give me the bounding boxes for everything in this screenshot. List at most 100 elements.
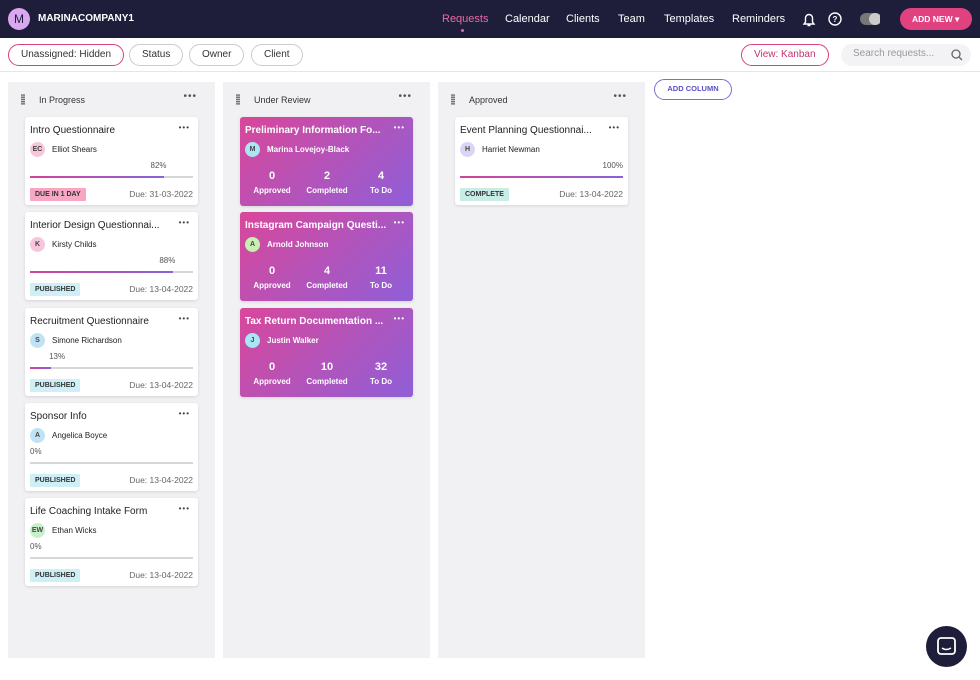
assignee-name: Kirsty Childs	[52, 240, 97, 250]
card-menu[interactable]: •••	[178, 504, 190, 514]
request-card[interactable]: Tax Return Documentation ... ••• J Justin W…	[240, 307, 413, 397]
stat-value: 0	[268, 265, 276, 278]
progress-track	[30, 461, 193, 464]
drag-handle	[451, 94, 455, 105]
progress-label: 13%	[49, 351, 66, 361]
card-title: Recruitment Questionnaire	[30, 315, 149, 327]
progress-label: 82%	[150, 161, 167, 170]
bell-icon[interactable]	[802, 13, 816, 27]
request-card[interactable]: Interior Design Questionnai... ••• K Kirsty…	[25, 212, 198, 301]
card-title: Instagram Campaign Questi...	[245, 220, 387, 232]
request-card[interactable]: Sponsor Info ••• A Angelica Boyce 0% PUBLISHE…	[25, 402, 198, 491]
column: Approved ••• Event Planning Questionnai...…	[438, 82, 645, 658]
assignee-avatar: J	[245, 332, 260, 348]
card-title: Tax Return Documentation ...	[245, 315, 384, 327]
status-badge: PUBLISHED	[30, 473, 81, 487]
card-menu[interactable]: •••	[608, 123, 620, 132]
card-menu[interactable]: •••	[393, 313, 405, 323]
due-date: Due: 13-04-2022	[129, 379, 193, 390]
assignee-avatar: A	[245, 237, 260, 253]
search-box[interactable]: Search requests...	[841, 44, 971, 66]
stat-label: Completed	[306, 186, 348, 195]
request-card[interactable]: Life Coaching Intake Form ••• EW Ethan Wick…	[25, 498, 198, 587]
progress-label: 0%	[30, 446, 42, 456]
request-card[interactable]: Intro Questionnaire ••• EC Elliot Shears 82%…	[25, 117, 198, 205]
assignee-name: Marina Lovejoy-Black	[267, 145, 350, 154]
search-icon	[951, 49, 963, 61]
stat-value: 4	[377, 170, 385, 182]
stat-label: To Do	[369, 376, 393, 386]
progress-fill	[30, 366, 52, 369]
status-badge: PUBLISHED	[30, 283, 81, 297]
brand-name[interactable]: MARINACOMPANY1	[38, 13, 134, 24]
stat-label: Approved	[253, 376, 291, 386]
top-bar: M MARINACOMPANY1 Requests Calendar Clients…	[0, 0, 980, 38]
stat-label: Approved	[253, 281, 291, 291]
drag-handle	[21, 94, 25, 105]
stat-label: Completed	[306, 376, 348, 386]
status-badge: COMPLETE	[460, 188, 509, 201]
assignee-name: Elliot Shears	[52, 145, 97, 154]
card-menu[interactable]: •••	[393, 218, 405, 228]
status-badge: PUBLISHED	[30, 378, 81, 392]
assignee-avatar: K	[30, 237, 45, 253]
column-title: Approved	[469, 95, 508, 105]
icons: ?	[802, 12, 880, 27]
filter-chip[interactable]: Unassigned: Hidden	[8, 44, 125, 66]
card-menu[interactable]: •••	[393, 123, 405, 132]
stat-label: Approved	[253, 186, 291, 195]
card-menu[interactable]: •••	[178, 408, 190, 418]
filter-bar: View: Kanban Search requests... Unassign…	[0, 38, 980, 72]
stat-label: To Do	[369, 281, 393, 291]
assignee-name: Justin Walker	[267, 335, 319, 345]
nav-item[interactable]: Clients	[566, 13, 600, 25]
progress-track	[30, 557, 193, 560]
progress-label: 88%	[159, 256, 176, 266]
request-card[interactable]: Instagram Campaign Questi... ••• A Arnold J…	[240, 212, 413, 302]
nav-item[interactable]: Calendar	[505, 13, 550, 25]
stat-value: 0	[268, 360, 276, 373]
brand-avatar[interactable]: M	[8, 8, 30, 30]
due-date: Due: 31-03-2022	[129, 189, 193, 199]
stat-value: 0	[268, 170, 276, 182]
add-column-button[interactable]: ADD COLUMN	[654, 79, 732, 100]
status-badge: PUBLISHED	[30, 569, 81, 583]
due-date: Due: 13-04-2022	[129, 570, 193, 581]
column-menu[interactable]: •••	[183, 91, 197, 102]
progress-track	[30, 271, 193, 274]
request-card[interactable]: Preliminary Information Fo... ••• M Marina …	[240, 117, 413, 206]
due-date: Due: 13-04-2022	[129, 474, 193, 485]
column-menu[interactable]: •••	[613, 91, 627, 102]
view-toggle[interactable]: View: Kanban	[741, 44, 829, 66]
assignee-name: Harriet Newman	[482, 145, 540, 154]
column-title: Under Review	[254, 95, 311, 105]
chat-launcher[interactable]	[926, 626, 967, 667]
filter-chip[interactable]: Status	[129, 44, 184, 66]
column: Under Review ••• Preliminary Information F…	[223, 82, 430, 658]
column-title: In Progress	[39, 95, 86, 105]
status-badge: DUE IN 1 DAY	[30, 188, 86, 201]
progress-fill	[30, 271, 174, 274]
progress-track	[30, 176, 193, 178]
request-card[interactable]: Recruitment Questionnaire ••• S Simone Rich…	[25, 307, 198, 396]
stat-value: 11	[375, 265, 387, 278]
card-menu[interactable]: •••	[178, 313, 190, 323]
card-title: Life Coaching Intake Form	[30, 506, 148, 518]
nav-item[interactable]: Reminders	[732, 13, 786, 25]
card-menu[interactable]: •••	[178, 123, 190, 132]
filter-chip[interactable]: Owner	[189, 44, 245, 66]
assignee-name: Ethan Wicks	[52, 526, 97, 536]
add-new-button[interactable]: ADD NEW ▾	[900, 8, 972, 30]
help-icon[interactable]	[828, 12, 842, 26]
request-card[interactable]: Event Planning Questionnai... ••• H Harriet…	[455, 117, 628, 205]
column-menu[interactable]: •••	[398, 91, 412, 102]
progress-label: 0%	[30, 542, 42, 552]
nav-item[interactable]: Team	[618, 13, 645, 25]
stat-value: 10	[320, 360, 334, 373]
column: In Progress ••• Intro Questionnaire ••• EC El…	[8, 82, 215, 658]
nav-item[interactable]: Requests	[442, 13, 489, 25]
card-menu[interactable]: •••	[178, 218, 190, 228]
nav-item[interactable]: Templates	[664, 13, 715, 25]
filter-chip[interactable]: Client	[251, 44, 303, 66]
